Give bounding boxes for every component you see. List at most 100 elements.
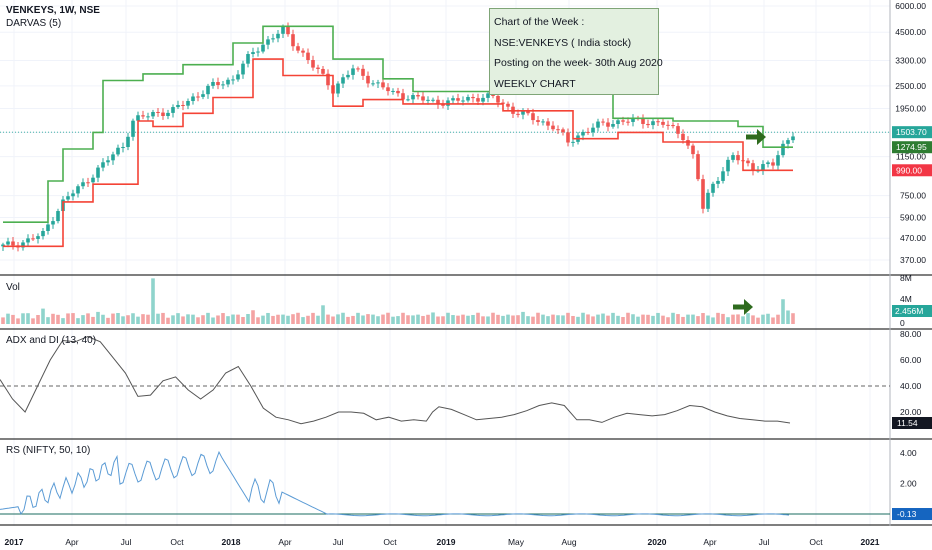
candle-body [311,60,315,68]
volume-bar [291,314,295,324]
candle-body [316,67,320,69]
candle-body [91,177,95,183]
grid-lines [0,0,890,526]
candle-body [121,147,125,149]
box-top-badge-bg [892,141,932,154]
candle-body [776,155,780,166]
candle-body [696,154,700,180]
candle-body [546,121,550,126]
candle-body [561,129,565,133]
adx-tick-label: 40.00 [900,381,922,391]
volume-bar [251,310,255,324]
candle-body [21,242,25,248]
candle-body [391,90,395,92]
volume-bar [696,316,700,324]
note-line-1: Chart of the Week : [494,16,585,28]
volume-bar [646,314,650,324]
candle-body [436,99,440,105]
volume-bar [281,314,285,324]
candle-body [591,127,595,133]
volume-bar [306,315,310,324]
volume-bar [261,315,265,324]
volume-bar [616,315,620,324]
candle-body [176,105,180,108]
volume-bar [586,314,590,324]
candle-body [31,238,35,240]
volume-bar [596,314,600,324]
candle-body [6,241,10,245]
candle-body [691,145,695,155]
time-tick-label: 2020 [648,537,667,547]
candle-body [631,117,635,122]
volume-bar [496,314,500,324]
note-line-2: NSE:VENKEYS ( India stock) [494,36,632,49]
candle-body [51,221,55,225]
volume-bar [791,313,795,324]
candle-body [786,140,790,144]
volume-bar [341,312,345,324]
candle-body [466,96,470,101]
candle-body [181,105,185,107]
volume-bar [426,314,430,324]
candle-body [106,160,110,163]
candle-body [646,123,650,126]
volume-bar [271,315,275,324]
volume-bar [601,313,605,324]
candle-body [386,87,390,92]
candle-body [711,183,715,193]
candle-body [621,120,625,122]
rs-title: RS (NIFTY, 50, 10) [6,445,91,456]
candle-body [451,98,455,101]
price-tick-label: 370.00 [900,255,926,265]
candle-body [521,111,525,115]
volume-bar [751,315,755,324]
adx-tick-label: 60.00 [900,355,922,365]
candle-body [281,26,285,34]
price-tick-label: 750.00 [900,191,926,201]
volume-bar [401,312,405,324]
volume-bar [421,315,425,324]
candle-body [116,147,120,155]
volume-bar [381,314,385,324]
volume-bar [386,312,390,324]
candle-body [291,34,295,47]
candle-body [476,98,480,102]
volume-bar [641,314,645,324]
volume-bar [21,313,25,324]
volume-bar [6,313,10,324]
volume-bar [656,312,660,324]
volume-bar [336,314,340,324]
candle-body [686,140,690,146]
candle-body [701,179,705,209]
volume-bar [666,317,670,324]
last-price-badge-bg [892,126,932,139]
volume-bar [131,313,135,324]
indicator-label: DARVAS (5) [6,18,62,29]
volume-bar [631,314,635,324]
volume-bar [46,317,50,324]
volume-bar [491,312,495,324]
volume-tick-label: 4M [900,294,912,304]
candle-body [666,124,670,126]
volume-bar [566,312,570,324]
volume-bar [686,314,690,324]
time-tick-label: 2019 [437,537,456,547]
volume-bar [181,316,185,324]
volume-bar [471,314,475,324]
candle-body [266,39,270,45]
candle-body [506,103,510,107]
volume-bar [671,312,675,324]
volume-bar [116,312,120,324]
volume-bar [681,316,685,324]
volume-bar [371,314,375,324]
candle-body [676,126,680,134]
candle-body [261,44,265,52]
volume-bar [606,315,610,324]
volume-bar [571,315,575,324]
volume-bar [626,312,630,324]
price-pane [0,22,890,252]
volume-bar [141,314,145,324]
volume-bar [16,318,20,324]
adx-badge: 11.54 [897,418,918,428]
volume-bar [186,314,190,324]
